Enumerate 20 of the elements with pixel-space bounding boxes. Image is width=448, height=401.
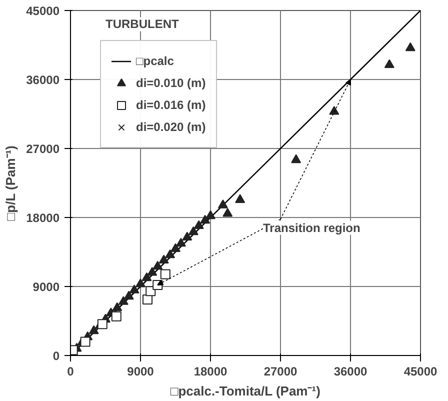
x-tick-label: 27000 — [264, 364, 298, 378]
x-axis-title: □pcalc.-Tomita/L (Pam⁻¹) — [170, 384, 320, 398]
x-tick-label: 0 — [67, 364, 74, 378]
legend-label: □pcalc — [136, 54, 174, 68]
y-axis-title: □p/L (Pam⁻¹) — [3, 146, 18, 221]
legend-label: di=0.016 (m) — [136, 98, 206, 112]
annotation: TURBULENT — [106, 17, 180, 32]
annotation: Transition region — [263, 220, 360, 235]
x-tick-label: 18000 — [194, 364, 228, 378]
legend-label: di=0.020 (m) — [136, 120, 206, 134]
legend-label: di=0.010 (m) — [136, 76, 206, 90]
x-tick-label: 36000 — [334, 364, 368, 378]
y-tick-label: 9000 — [32, 280, 60, 294]
y-tick-label: 27000 — [26, 142, 60, 156]
y-tick-label: 36000 — [26, 73, 60, 87]
x-tick-label: 45000 — [404, 364, 438, 378]
x-tick-label: 9000 — [127, 364, 154, 378]
y-tick-label: 45000 — [26, 4, 60, 18]
y-tick-label: 0 — [52, 349, 60, 363]
y-tick-label: 18000 — [26, 211, 60, 225]
